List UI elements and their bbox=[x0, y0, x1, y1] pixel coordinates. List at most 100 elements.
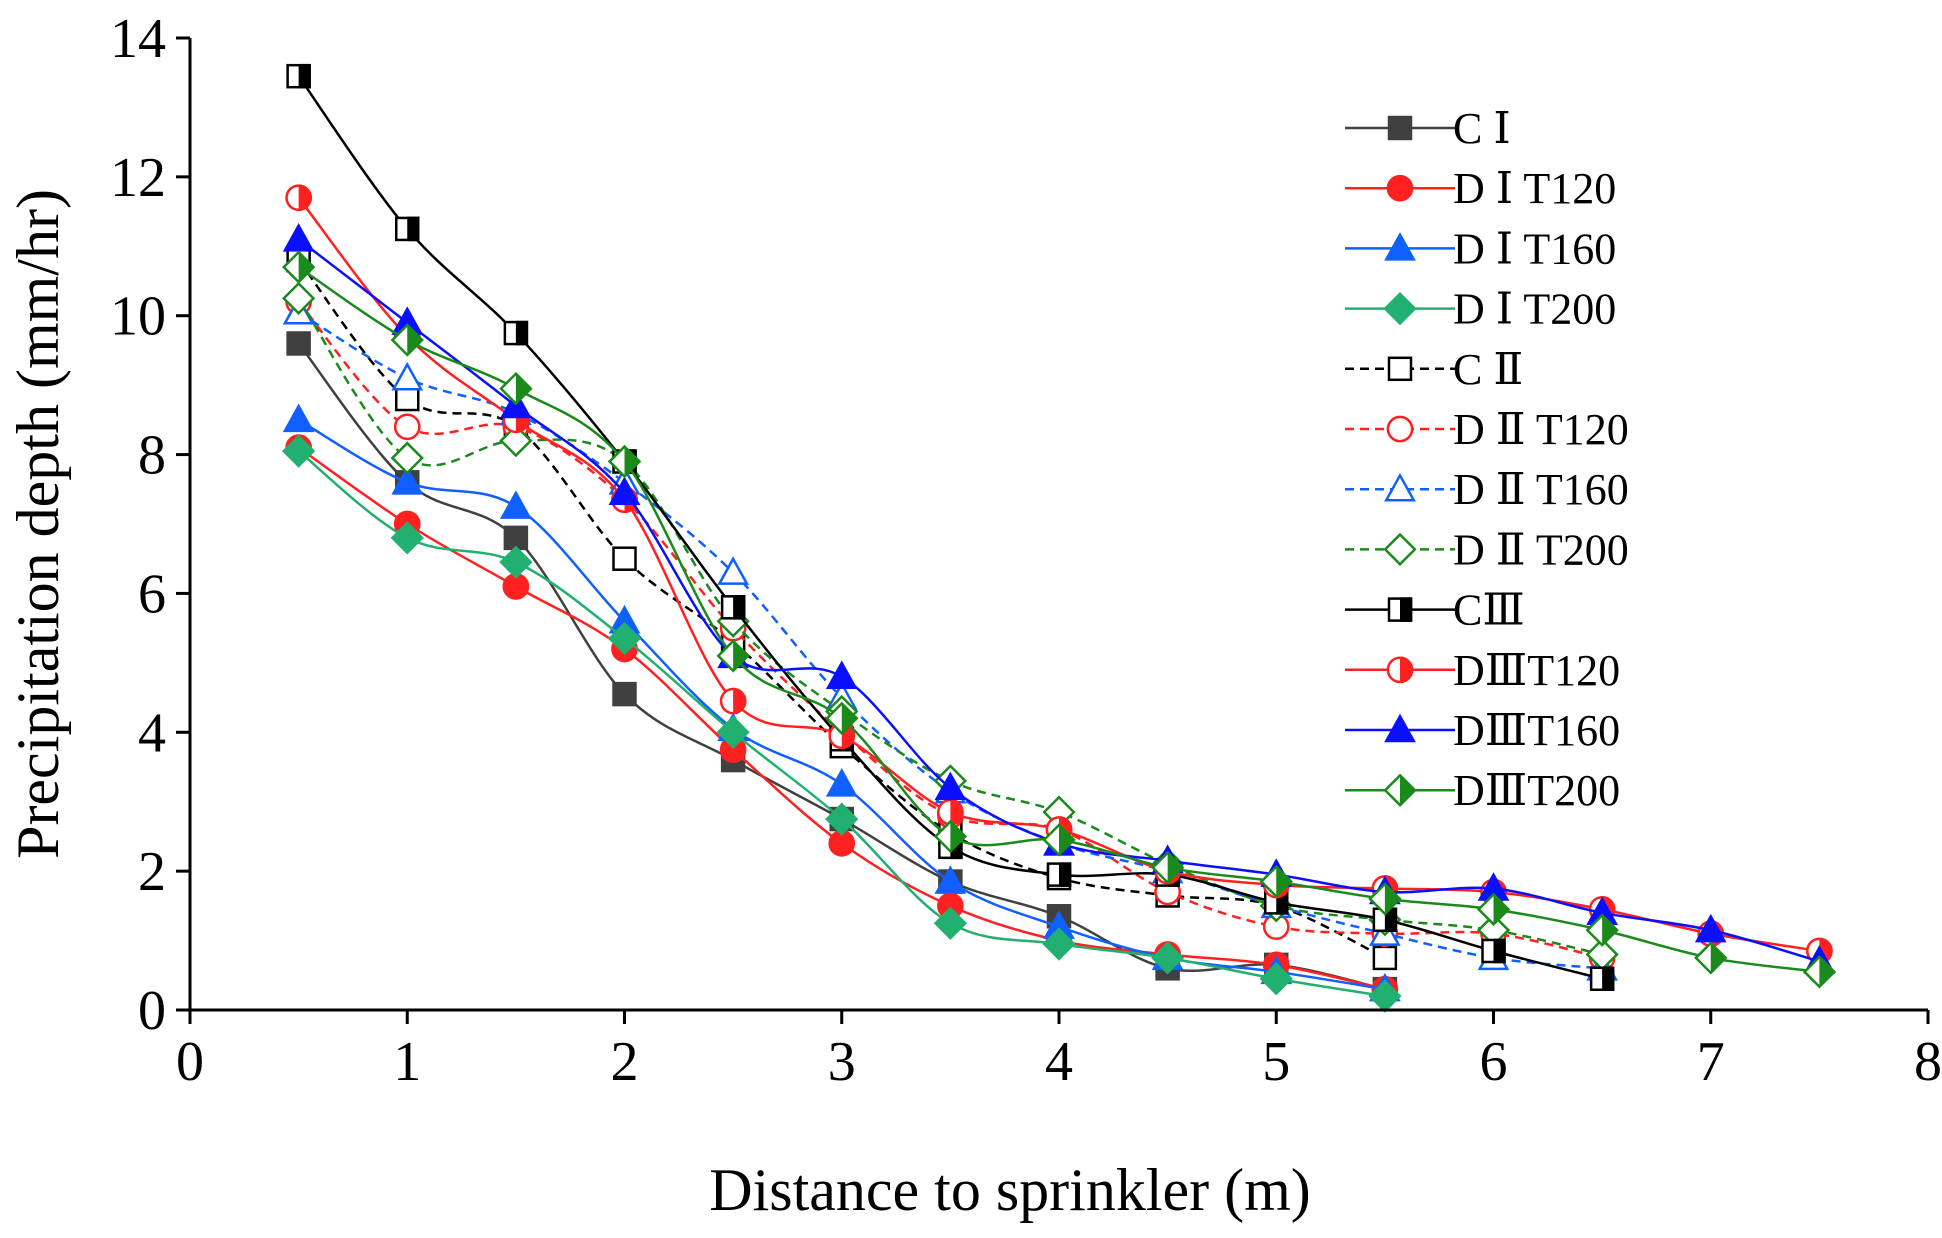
legend-item: DⅢT120 bbox=[1345, 646, 1620, 695]
data-point bbox=[716, 639, 750, 673]
x-tick-label: 2 bbox=[611, 1031, 639, 1093]
data-point bbox=[612, 681, 637, 707]
x-tick-label: 3 bbox=[828, 1031, 856, 1093]
data-point bbox=[1802, 955, 1836, 989]
legend: C Ⅰ D Ⅰ T120 D Ⅰ T160 D Ⅰ T200 C Ⅱ D Ⅱ T120 D … bbox=[1345, 104, 1629, 815]
data-point bbox=[395, 386, 420, 412]
legend-marker bbox=[1384, 472, 1416, 502]
data-point bbox=[1368, 882, 1402, 916]
series-line bbox=[297, 259, 1386, 960]
plot-series bbox=[282, 63, 1836, 1013]
data-point bbox=[500, 490, 532, 519]
data-point bbox=[607, 444, 642, 479]
data-point bbox=[286, 331, 311, 356]
legend-label: D Ⅰ T160 bbox=[1453, 224, 1616, 273]
data-point bbox=[825, 701, 859, 736]
x-axis-title: Distance to sprinkler (m) bbox=[709, 1157, 1311, 1223]
legend-label: DⅢT160 bbox=[1453, 706, 1620, 755]
legend-item: DⅢT200 bbox=[1345, 766, 1620, 815]
data-point bbox=[716, 715, 750, 749]
data-point bbox=[1585, 913, 1619, 947]
series-4 bbox=[282, 434, 1402, 1013]
legend-label: D Ⅱ T160 bbox=[1453, 465, 1629, 514]
series-line bbox=[297, 301, 1603, 960]
legend-label: D Ⅱ T120 bbox=[1453, 405, 1629, 454]
x-tick-label: 6 bbox=[1480, 1031, 1508, 1093]
legend-item: D Ⅰ T120 bbox=[1345, 164, 1616, 213]
data-point bbox=[285, 184, 312, 212]
data-point bbox=[607, 621, 642, 656]
data-point bbox=[286, 63, 311, 89]
x-tick-label: 8 bbox=[1914, 1031, 1942, 1093]
legend-label: DⅢT120 bbox=[1453, 646, 1620, 695]
data-point bbox=[390, 441, 424, 475]
y-ticks: 0 2 4 6 8 10 12 14 bbox=[110, 8, 190, 1042]
series-line bbox=[297, 446, 1386, 991]
data-point bbox=[499, 424, 533, 458]
y-tick-label: 6 bbox=[138, 563, 166, 625]
data-point bbox=[390, 323, 424, 357]
y-tick-label: 0 bbox=[138, 980, 166, 1042]
data-point bbox=[393, 413, 421, 441]
data-point bbox=[934, 771, 967, 801]
x-tick-label: 0 bbox=[176, 1031, 204, 1093]
legend-item: C Ⅰ bbox=[1345, 104, 1511, 153]
x-tick-label: 5 bbox=[1262, 1031, 1290, 1093]
y-tick-label: 2 bbox=[138, 841, 166, 903]
data-point bbox=[390, 521, 424, 555]
data-point bbox=[825, 768, 858, 797]
data-point bbox=[1151, 941, 1185, 975]
legend-item: D Ⅱ T120 bbox=[1345, 405, 1629, 454]
legend-label: D Ⅰ T120 bbox=[1453, 164, 1616, 213]
data-point bbox=[1372, 945, 1398, 971]
legend-marker bbox=[1383, 291, 1417, 326]
y-tick-label: 8 bbox=[138, 425, 166, 487]
legend-item: D Ⅱ T160 bbox=[1345, 465, 1629, 514]
legend-item: CⅢ bbox=[1345, 586, 1525, 635]
legend-item: DⅢT160 bbox=[1345, 706, 1620, 755]
series-line bbox=[297, 75, 1603, 980]
x-ticks: 0 1 2 3 4 5 6 7 8 bbox=[176, 1010, 1942, 1093]
y-tick-label: 12 bbox=[110, 147, 166, 209]
data-point bbox=[282, 223, 315, 252]
legend-marker bbox=[1387, 597, 1413, 622]
data-point bbox=[1481, 938, 1506, 964]
data-point bbox=[1042, 927, 1076, 961]
legend-label: C Ⅱ bbox=[1453, 345, 1523, 394]
legend-label: C Ⅰ bbox=[1453, 104, 1511, 153]
data-point bbox=[499, 545, 533, 579]
x-tick-label: 7 bbox=[1697, 1031, 1725, 1093]
data-point bbox=[1694, 913, 1727, 943]
legend-item: C Ⅱ bbox=[1345, 345, 1523, 394]
legend-marker bbox=[1384, 713, 1416, 743]
legend-item: D Ⅰ T160 bbox=[1345, 224, 1616, 273]
y-axis-title: Precipitation depth (mm/hr) bbox=[5, 189, 71, 859]
data-point bbox=[1372, 907, 1398, 932]
legend-marker bbox=[1386, 415, 1414, 443]
data-point bbox=[391, 466, 424, 495]
series-12 bbox=[282, 250, 1836, 989]
data-point bbox=[1259, 864, 1293, 899]
x-tick-label: 4 bbox=[1045, 1031, 1073, 1093]
legend-label: CⅢ bbox=[1453, 586, 1525, 635]
data-point bbox=[1042, 823, 1076, 857]
data-point bbox=[717, 556, 749, 585]
data-point bbox=[1589, 966, 1615, 992]
y-tick-label: 14 bbox=[110, 8, 166, 70]
series-line bbox=[297, 266, 1820, 974]
legend-label: DⅢT200 bbox=[1453, 766, 1620, 815]
data-point bbox=[282, 403, 315, 433]
data-point bbox=[825, 802, 859, 836]
x-tick-label: 1 bbox=[393, 1031, 421, 1093]
y-tick-label: 10 bbox=[110, 286, 166, 348]
data-point bbox=[933, 819, 967, 854]
data-point bbox=[720, 595, 746, 620]
series-line bbox=[297, 238, 1820, 963]
legend-label: D Ⅱ T200 bbox=[1453, 525, 1629, 574]
legend-label: D Ⅰ T200 bbox=[1453, 285, 1616, 334]
data-point bbox=[503, 320, 529, 346]
legend-marker bbox=[1383, 773, 1417, 807]
data-point bbox=[1259, 962, 1293, 996]
data-point bbox=[282, 281, 316, 315]
data-point bbox=[282, 434, 316, 468]
